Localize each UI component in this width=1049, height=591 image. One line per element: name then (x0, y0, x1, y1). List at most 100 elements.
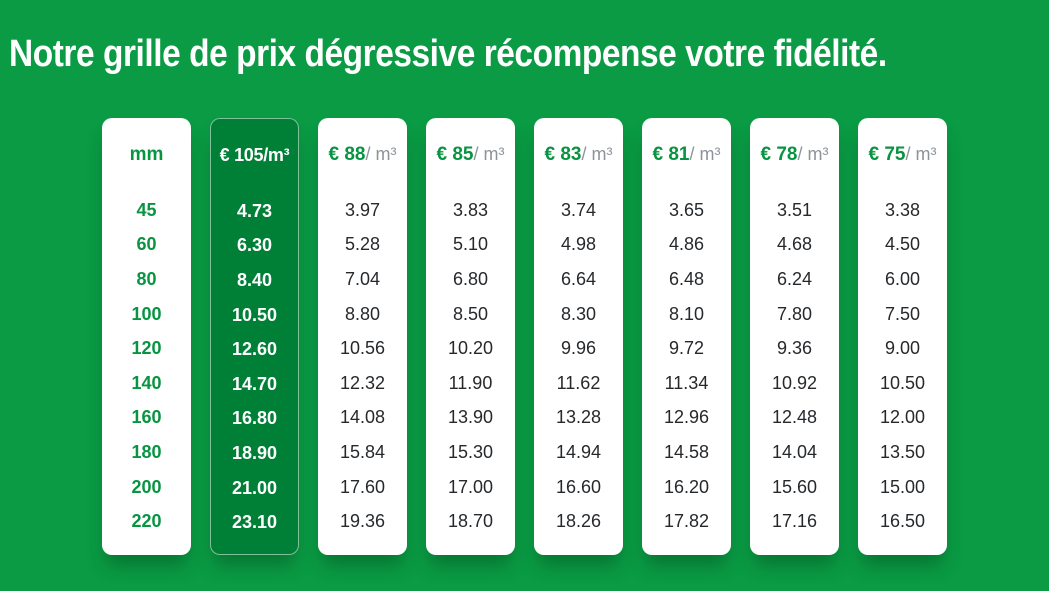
dimension-cell: 200 (131, 476, 162, 497)
price-cell: 18.70 (447, 511, 494, 532)
price-cell: 15.60 (771, 476, 818, 497)
price-cell: 7.80 (776, 303, 813, 324)
column-unit-label: / m³ (689, 144, 721, 164)
dimension-cell: 60 (136, 234, 157, 255)
price-cell: 6.24 (776, 268, 813, 289)
price-cell: 8.10 (668, 303, 705, 324)
price-cell: 3.97 (344, 199, 381, 220)
price-cell: 17.16 (771, 511, 818, 532)
price-cell: 23.10 (231, 512, 278, 533)
price-cell: 5.10 (452, 234, 489, 255)
price-cell: 3.51 (776, 199, 813, 220)
pricing-column-1: € 105/m³ 4.73 6.30 8.40 10.50 12.60 14.70 16.80… (210, 118, 299, 555)
price-cell: 9.36 (776, 338, 813, 359)
pricing-column-3: € 85/ m³ 3.83 5.10 6.80 8.50 10.20 11.90 13.90 1… (426, 118, 515, 555)
column-values: 3.65 4.86 6.48 8.10 9.72 11.34 12.96 14.58 16.20… (664, 193, 709, 539)
price-cell: 3.83 (452, 199, 489, 220)
price-cell: 14.94 (555, 441, 602, 462)
price-cell: 15.30 (447, 441, 494, 462)
column-unit-label: / m³ (473, 144, 505, 164)
dimension-cell: 220 (131, 511, 162, 532)
price-cell: 9.00 (884, 338, 921, 359)
price-cell: 10.50 (231, 304, 278, 325)
column-unit-label: / m³ (797, 144, 829, 164)
pricing-column-7: € 75/ m³ 3.38 4.50 6.00 7.50 9.00 10.50 12.00 13… (858, 118, 947, 555)
price-cell: 6.80 (452, 268, 489, 289)
pricing-column-0: mm 45 60 80 100 120 140 160 180 200 220 (102, 118, 191, 555)
price-cell: 15.84 (339, 441, 386, 462)
price-cell: 8.40 (236, 269, 273, 290)
column-header: € 83/ m³ (545, 144, 613, 170)
price-cell: 21.00 (231, 477, 278, 498)
page-title: Notre grille de prix dégressive récompen… (9, 33, 887, 76)
price-cell: 8.30 (560, 303, 597, 324)
column-values: 3.51 4.68 6.24 7.80 9.36 10.92 12.48 14.04 15.60… (772, 193, 817, 539)
price-cell: 6.30 (236, 235, 273, 256)
dimension-cell: 45 (136, 199, 157, 220)
column-header: € 81/ m³ (653, 144, 721, 170)
price-cell: 17.60 (339, 476, 386, 497)
price-cell: 14.08 (339, 407, 386, 428)
price-cell: 4.86 (668, 234, 705, 255)
price-cell: 10.50 (879, 372, 926, 393)
dimension-cell: 120 (131, 338, 162, 359)
price-cell: 16.20 (663, 476, 710, 497)
price-cell: 14.58 (663, 441, 710, 462)
price-cell: 7.50 (884, 303, 921, 324)
column-price-label: € 75 (868, 144, 906, 165)
price-cell: 12.32 (339, 372, 386, 393)
price-cell: 9.96 (560, 338, 597, 359)
price-cell: 5.28 (344, 234, 381, 255)
price-cell: 17.82 (663, 511, 710, 532)
price-cell: 14.70 (231, 373, 278, 394)
column-header: € 105/m³ (219, 145, 290, 165)
price-cell: 4.73 (236, 200, 273, 221)
price-cell: 13.28 (555, 407, 602, 428)
pricing-column-2: € 88/ m³ 3.97 5.28 7.04 8.80 10.56 12.32 14.08 1… (318, 118, 407, 555)
price-cell: 15.00 (879, 476, 926, 497)
dimension-cell: 140 (131, 372, 162, 393)
price-cell: 10.92 (771, 372, 818, 393)
column-header: € 85/ m³ (437, 144, 505, 170)
price-cell: 8.80 (344, 303, 381, 324)
pricing-column-5: € 81/ m³ 3.65 4.86 6.48 8.10 9.72 11.34 12.96 14… (642, 118, 731, 555)
price-cell: 4.98 (560, 234, 597, 255)
column-price-label: € 81 (652, 144, 690, 165)
price-cell: 12.00 (879, 407, 926, 428)
pricing-grid: mm 45 60 80 100 120 140 160 180 200 220 € 105/m³ 4.7… (102, 118, 947, 555)
column-header: € 75/ m³ (869, 144, 937, 170)
price-cell: 3.38 (884, 199, 921, 220)
price-cell: 16.50 (879, 511, 926, 532)
dimension-cell: 80 (136, 268, 157, 289)
price-cell: 7.04 (344, 268, 381, 289)
column-unit-label: / m³ (365, 144, 397, 164)
price-cell: 4.68 (776, 234, 813, 255)
price-cell: 12.96 (663, 407, 710, 428)
column-price-label: € 85 (436, 144, 474, 165)
price-cell: 6.00 (884, 268, 921, 289)
price-cell: 13.50 (879, 441, 926, 462)
price-cell: 18.90 (231, 442, 278, 463)
column-values: 3.83 5.10 6.80 8.50 10.20 11.90 13.90 15.30 17.0… (448, 193, 493, 539)
price-cell: 19.36 (339, 511, 386, 532)
price-cell: 6.64 (560, 268, 597, 289)
column-header: mm (129, 144, 164, 165)
dimension-cell: 100 (131, 303, 162, 324)
price-cell: 14.04 (771, 441, 818, 462)
price-cell: 6.48 (668, 268, 705, 289)
column-header: € 78/ m³ (761, 144, 829, 170)
column-values: 3.74 4.98 6.64 8.30 9.96 11.62 13.28 14.94 16.60… (556, 193, 601, 539)
price-cell: 11.90 (448, 372, 493, 393)
column-values: 3.97 5.28 7.04 8.80 10.56 12.32 14.08 15.84 17.6… (340, 193, 385, 539)
column-header: € 88/ m³ (329, 144, 397, 170)
price-cell: 11.62 (556, 372, 601, 393)
price-cell: 9.72 (668, 338, 705, 359)
price-cell: 3.65 (668, 199, 705, 220)
column-price-label: € 78 (760, 144, 798, 165)
column-price-label: € 88 (328, 144, 366, 165)
column-values: 4.73 6.30 8.40 10.50 12.60 14.70 16.80 18.90 21.… (232, 194, 277, 540)
price-cell: 12.48 (771, 407, 818, 428)
column-values: 3.38 4.50 6.00 7.50 9.00 10.50 12.00 13.50 15.00… (880, 193, 925, 539)
column-unit-label: / m³ (905, 144, 937, 164)
pricing-column-4: € 83/ m³ 3.74 4.98 6.64 8.30 9.96 11.62 13.28 14… (534, 118, 623, 555)
